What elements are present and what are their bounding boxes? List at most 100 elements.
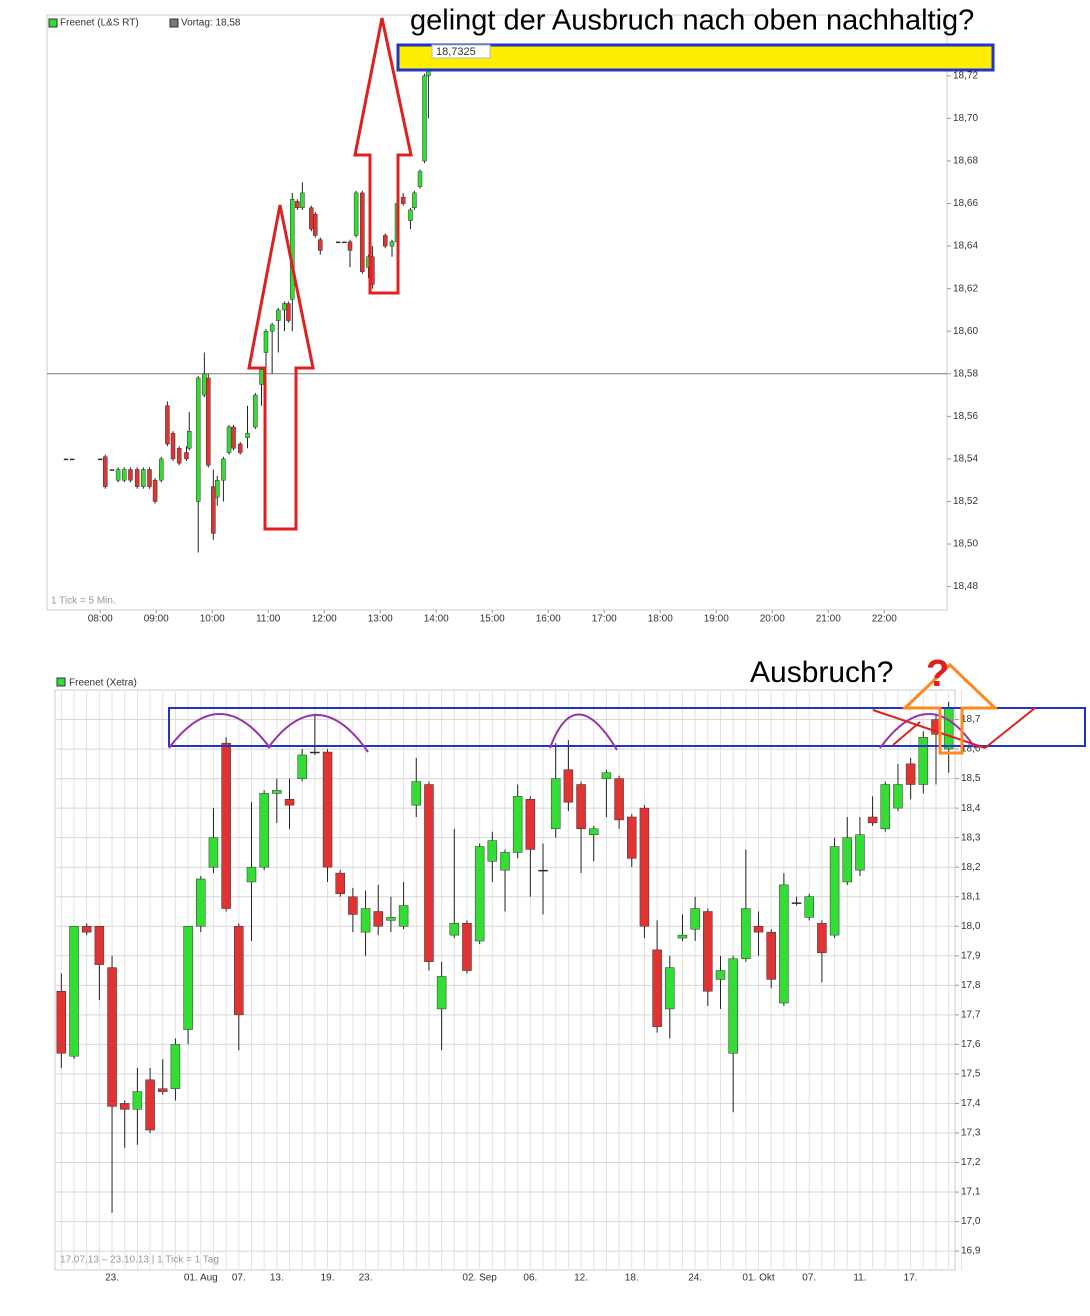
candle-body bbox=[290, 199, 295, 300]
x-tick-label: 15:00 bbox=[480, 614, 505, 625]
last-price-label: 18,7325 bbox=[436, 46, 476, 58]
candle-body bbox=[829, 846, 840, 936]
candle-body bbox=[360, 192, 365, 272]
candle-body bbox=[353, 192, 359, 236]
candle-body bbox=[322, 751, 333, 868]
x-tick-label: 01. Aug bbox=[184, 1273, 218, 1284]
candle-body bbox=[462, 923, 472, 971]
candle-body bbox=[386, 917, 396, 921]
candle-body bbox=[313, 213, 318, 236]
y-tick-label: 18,64 bbox=[953, 241, 978, 252]
y-tick-label: 18,0 bbox=[961, 921, 981, 932]
marks: 18,4818,5018,5218,5418,5618,5818,6018,62… bbox=[47, 43, 981, 1284]
candle-body bbox=[677, 934, 688, 939]
candle-body bbox=[206, 377, 211, 466]
candle-body bbox=[817, 923, 827, 954]
candle-body bbox=[263, 330, 269, 353]
y-tick-label: 17,7 bbox=[961, 1009, 981, 1020]
x-tick-label: 16:00 bbox=[536, 614, 561, 625]
candle-body bbox=[246, 866, 257, 883]
candle-body bbox=[245, 433, 250, 438]
candle-body bbox=[176, 448, 182, 464]
x-tick-label: 24. bbox=[688, 1273, 702, 1284]
x-tick-label: 19:00 bbox=[704, 614, 729, 625]
candle-body bbox=[347, 241, 353, 251]
y-tick-label: 18,56 bbox=[953, 411, 978, 422]
x-tick-label: 11:00 bbox=[256, 614, 281, 625]
candle-body bbox=[300, 192, 305, 209]
candle-body bbox=[63, 458, 69, 461]
candle-body bbox=[94, 926, 105, 965]
candle-body bbox=[286, 303, 291, 321]
candle-body bbox=[715, 970, 726, 980]
candle-body bbox=[766, 931, 776, 980]
candle-body bbox=[81, 926, 92, 933]
y-tick-label: 18,60 bbox=[953, 326, 978, 337]
candle-body bbox=[703, 911, 713, 992]
y-tick-label: 18,48 bbox=[953, 581, 978, 592]
candle-body bbox=[383, 235, 388, 247]
arrow bbox=[353, 17, 413, 295]
tops bbox=[168, 713, 976, 753]
candle-body bbox=[576, 784, 586, 830]
candle-body bbox=[804, 896, 814, 918]
candle-body bbox=[690, 908, 700, 930]
candle-body bbox=[272, 790, 282, 794]
candle-body bbox=[400, 196, 406, 204]
candle-body bbox=[652, 949, 662, 1027]
legend-swatch bbox=[48, 18, 58, 28]
candle-body bbox=[132, 1091, 143, 1110]
candle-body bbox=[221, 458, 226, 481]
candle-body bbox=[408, 209, 413, 221]
y-tick-label: 18,66 bbox=[953, 198, 978, 209]
x-tick-label: 23. bbox=[359, 1273, 373, 1284]
x-tick-label: 14:00 bbox=[424, 614, 449, 625]
candle-body bbox=[276, 309, 281, 321]
candle-body bbox=[918, 737, 929, 785]
x-tick-label: 18:00 bbox=[648, 614, 673, 625]
candle-body bbox=[867, 816, 878, 824]
y-tick-label: 18,54 bbox=[953, 454, 978, 465]
candle-body bbox=[310, 751, 320, 754]
candle-body bbox=[449, 923, 460, 936]
candle-body bbox=[880, 784, 891, 830]
y-tick-label: 18,50 bbox=[953, 539, 978, 550]
y-tick-label: 18,4 bbox=[961, 803, 981, 814]
x-tick-label: 07. bbox=[802, 1273, 816, 1284]
candle-body bbox=[842, 837, 853, 883]
candle-body bbox=[107, 967, 117, 1107]
candle-body bbox=[102, 456, 108, 487]
candle-body bbox=[253, 394, 258, 428]
candle-body bbox=[128, 469, 133, 481]
x-tick-label: 13. bbox=[270, 1273, 284, 1284]
annotation: gelingt der Ausbruch nach oben nachhalti… bbox=[410, 5, 974, 37]
y-tick-label: 17,9 bbox=[961, 950, 981, 961]
y-tick-label: 18,72 bbox=[953, 71, 978, 82]
y-tick-label: 18,3 bbox=[961, 832, 981, 843]
x-tick-label: 12:00 bbox=[312, 614, 337, 625]
candle-body bbox=[422, 75, 427, 162]
legend-entry: Freenet (Xetra) bbox=[69, 678, 137, 689]
candle-body bbox=[791, 902, 802, 904]
candle-body bbox=[318, 239, 323, 251]
candle-body bbox=[152, 479, 158, 502]
candle-body bbox=[335, 872, 345, 895]
cross bbox=[872, 707, 1036, 749]
x-tick-label: 20:00 bbox=[760, 614, 785, 625]
candle-body bbox=[295, 201, 300, 209]
arrow bbox=[901, 662, 999, 755]
candle-body bbox=[170, 433, 176, 460]
candle-body bbox=[211, 486, 216, 534]
y-tick-label: 18,7 bbox=[961, 714, 981, 725]
note: 1 Tick = 5 Min. bbox=[51, 596, 116, 607]
candle-body bbox=[563, 769, 574, 803]
candle-body bbox=[905, 763, 916, 785]
top-plot-frame bbox=[46, 14, 948, 611]
y-tick-label: 18,5 bbox=[961, 773, 981, 784]
y-tick-label: 17,6 bbox=[961, 1039, 981, 1050]
price-label-box bbox=[431, 44, 491, 59]
candle-body bbox=[109, 469, 115, 471]
y-tick-label: 16,9 bbox=[961, 1246, 981, 1257]
y-tick-label: 18,68 bbox=[953, 156, 978, 167]
